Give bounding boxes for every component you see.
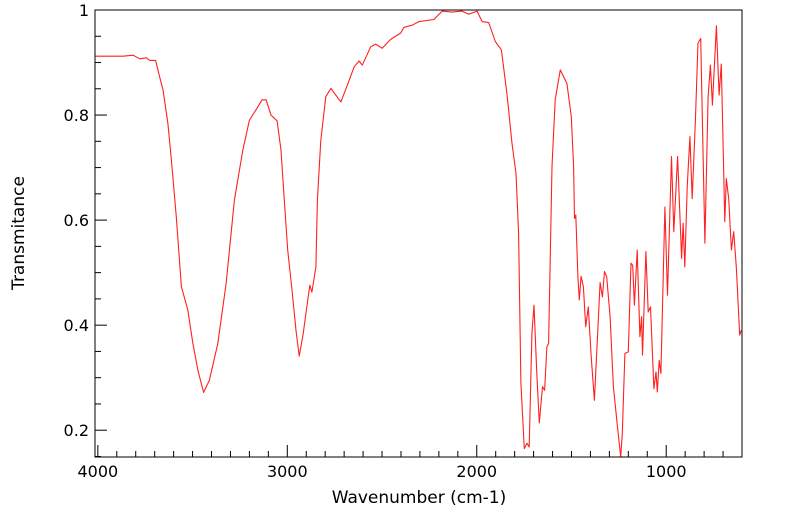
y-tick-label: 0.8 bbox=[64, 106, 89, 125]
y-tick-label: 0.4 bbox=[64, 316, 89, 335]
axis-tick-labels: 4000 3000 2000 1000 0.2 0.4 0.6 0.8 1 bbox=[64, 1, 687, 481]
x-tick-label: 1000 bbox=[646, 462, 687, 481]
y-axis-label: Transmitance bbox=[9, 176, 29, 291]
x-tick-label: 2000 bbox=[456, 462, 497, 481]
y-tick-label: 0.2 bbox=[64, 421, 89, 440]
x-axis-label: Wavenumber (cm-1) bbox=[332, 488, 507, 508]
x-tick-label: 3000 bbox=[267, 462, 308, 481]
series-group bbox=[94, 10, 742, 458]
plot-frame bbox=[94, 9, 743, 458]
y-tick-label: 1 bbox=[79, 1, 89, 20]
axis-ticks bbox=[95, 9, 743, 457]
x-tick-label: 4000 bbox=[77, 462, 118, 481]
series-line-spectrum bbox=[94, 10, 742, 458]
y-tick-label: 0.6 bbox=[64, 211, 89, 230]
